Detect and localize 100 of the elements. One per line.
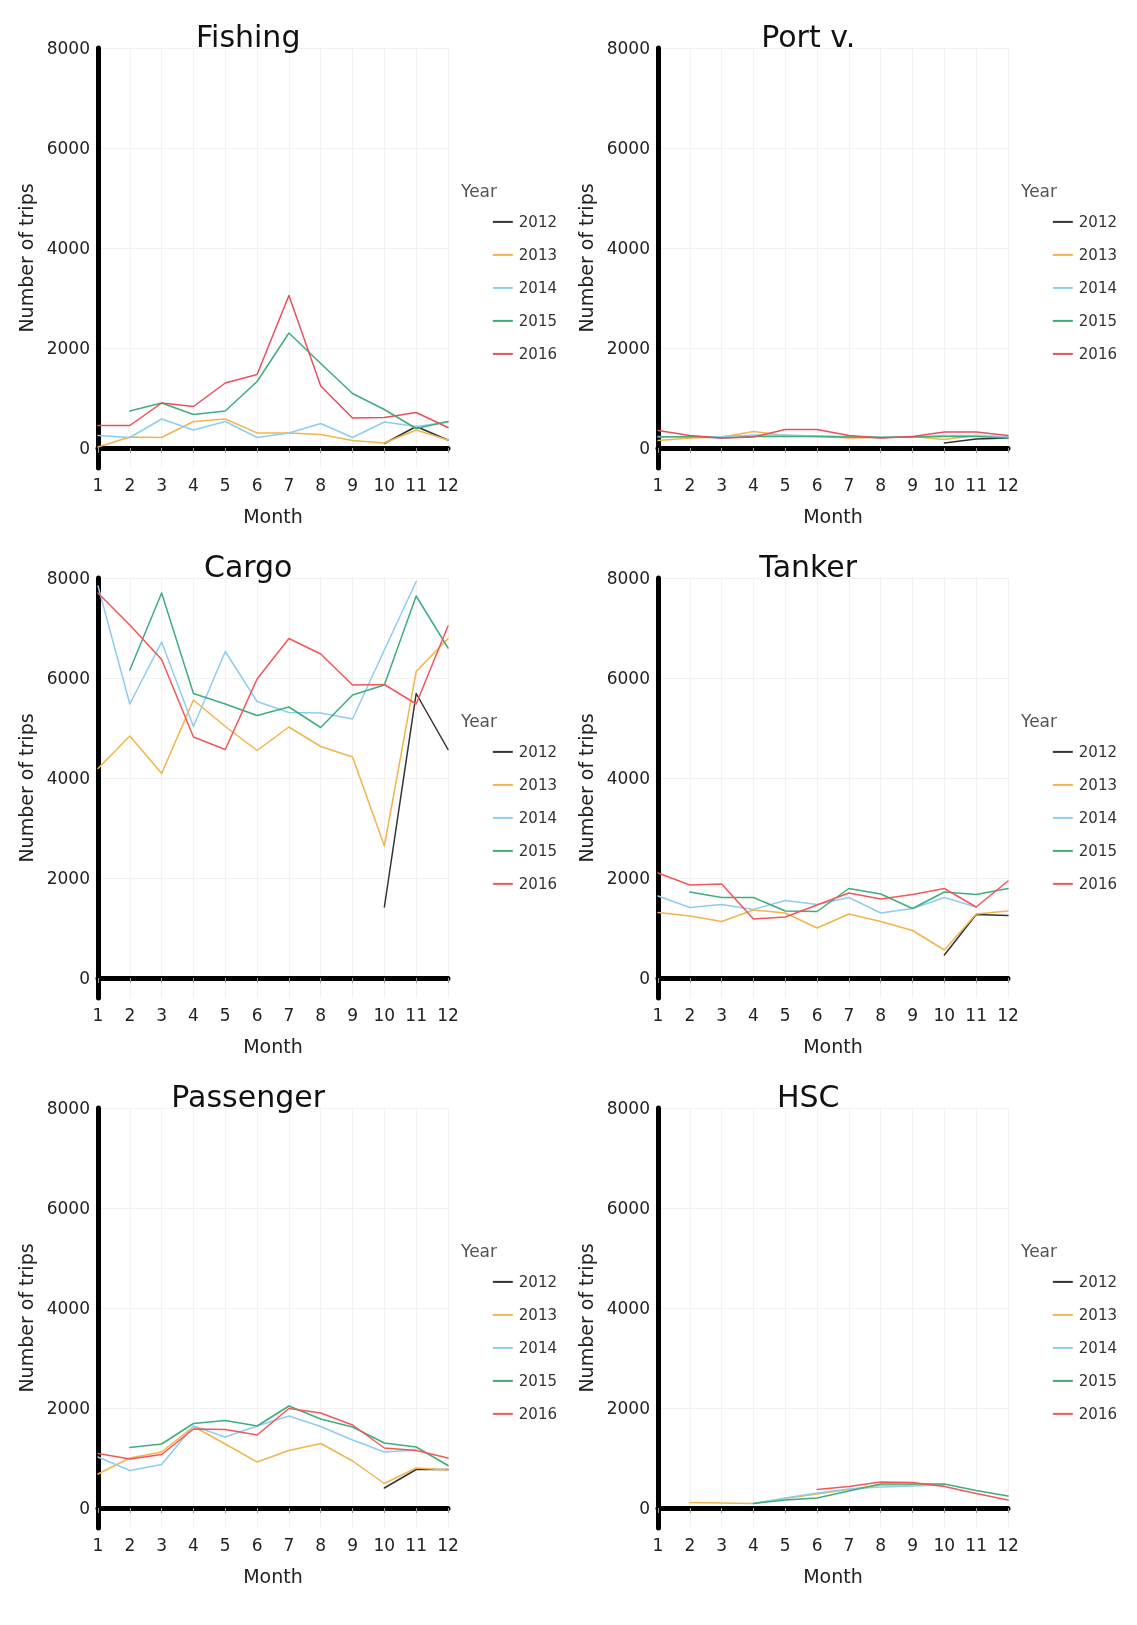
x-tick-label: 8: [315, 474, 327, 495]
x-tick-label: 11: [965, 474, 987, 495]
x-tick-label: 4: [188, 1004, 199, 1025]
x-tick-label: 8: [875, 474, 887, 495]
x-tick-label: 12: [997, 1534, 1019, 1555]
x-tick-label: 2: [684, 1534, 696, 1555]
x-tick-label: 5: [779, 474, 791, 495]
line-series: [129, 332, 449, 430]
x-axis-title: Month: [803, 1564, 863, 1587]
x-tick-label: 9: [907, 1534, 918, 1555]
x-tick-label: 10: [373, 474, 396, 495]
x-tick-label: 8: [875, 1534, 887, 1555]
x-tick-label: 12: [437, 474, 459, 495]
y-tick-label: 6000: [46, 1198, 90, 1218]
x-tick-label: 1: [92, 474, 104, 495]
line-series: [657, 872, 1009, 920]
x-tick-label: 11: [405, 474, 427, 495]
x-tick-label: 6: [811, 474, 823, 495]
y-tick-label: 2000: [46, 868, 90, 888]
y-axis-title: Number of trips: [15, 713, 38, 863]
legend-label: 2016: [518, 344, 558, 363]
legend-label: 2016: [1078, 344, 1118, 363]
legend-label: 2014: [1078, 278, 1118, 297]
y-tick-label: 0: [79, 968, 90, 988]
x-tick-label: 2: [124, 474, 136, 495]
x-tick-label: 12: [437, 1004, 459, 1025]
chart-title: Cargo: [203, 548, 293, 584]
x-tick-label: 12: [997, 474, 1019, 495]
legend-label: 2014: [518, 278, 558, 297]
legend-label: 2013: [518, 775, 558, 794]
x-tick-label: 8: [875, 1004, 887, 1025]
legend-label: 2014: [1078, 1338, 1118, 1357]
x-tick-label: 3: [156, 1004, 168, 1025]
y-tick-label: 4000: [606, 1298, 650, 1318]
y-tick-label: 0: [639, 1498, 650, 1518]
y-axis-title: Number of trips: [575, 1243, 598, 1393]
line-series: [97, 1407, 449, 1460]
y-tick-label: 4000: [46, 1298, 90, 1318]
x-tick-label: 4: [748, 1004, 759, 1025]
x-tick-label: 9: [907, 474, 918, 495]
line-series: [97, 1415, 417, 1472]
x-tick-label: 1: [652, 474, 664, 495]
x-tick-label: 2: [684, 474, 696, 495]
x-tick-label: 3: [716, 474, 728, 495]
x-tick-label: 10: [933, 1004, 956, 1025]
x-tick-label: 3: [156, 1534, 168, 1555]
x-axis-title: Month: [243, 504, 303, 527]
line-series: [129, 592, 449, 729]
y-tick-label: 2000: [606, 868, 650, 888]
x-tick-label: 11: [965, 1534, 987, 1555]
x-tick-label: 8: [315, 1534, 327, 1555]
x-tick-label: 11: [405, 1004, 427, 1025]
y-tick-label: 2000: [606, 338, 650, 358]
y-tick-label: 6000: [46, 668, 90, 688]
y-tick-label: 4000: [606, 238, 650, 258]
y-tick-label: 8000: [46, 568, 90, 588]
y-tick-label: 8000: [606, 38, 650, 58]
line-series: [129, 1405, 449, 1467]
x-tick-label: 9: [347, 474, 358, 495]
legend-label: 2012: [518, 742, 558, 761]
line-series: [689, 887, 1009, 913]
y-tick-label: 0: [639, 438, 650, 458]
x-tick-label: 7: [843, 1534, 855, 1555]
legend-label: 2015: [1078, 311, 1118, 330]
y-tick-label: 8000: [46, 1098, 90, 1118]
legend-title: Year: [1020, 711, 1058, 732]
line-series: [657, 895, 977, 914]
legend-label: 2012: [1078, 1272, 1118, 1291]
x-tick-label: 5: [779, 1534, 791, 1555]
legend-title: Year: [1020, 181, 1058, 202]
legend-label: 2013: [518, 245, 558, 264]
y-tick-label: 6000: [606, 138, 650, 158]
legend-label: 2015: [518, 311, 558, 330]
x-tick-label: 12: [437, 1534, 459, 1555]
x-tick-label: 7: [283, 1004, 295, 1025]
y-tick-label: 4000: [46, 238, 90, 258]
y-tick-label: 2000: [46, 1398, 90, 1418]
y-tick-label: 2000: [46, 338, 90, 358]
legend-label: 2016: [518, 1404, 558, 1423]
legend-label: 2013: [1078, 775, 1118, 794]
legend-label: 2016: [1078, 1404, 1118, 1423]
x-tick-label: 11: [965, 1004, 987, 1025]
x-tick-label: 2: [684, 1004, 696, 1025]
x-tick-label: 8: [315, 1004, 327, 1025]
x-tick-label: 7: [843, 1004, 855, 1025]
chart-title: Passenger: [171, 1078, 326, 1114]
y-tick-label: 6000: [606, 1198, 650, 1218]
y-axis-title: Number of trips: [15, 183, 38, 333]
y-tick-label: 2000: [606, 1398, 650, 1418]
chart-title: Port v.: [761, 18, 856, 54]
legend-label: 2015: [518, 841, 558, 860]
x-tick-label: 6: [251, 1004, 263, 1025]
line-series: [97, 418, 449, 439]
x-tick-label: 1: [652, 1534, 664, 1555]
legend-label: 2012: [1078, 212, 1118, 231]
legend-label: 2014: [518, 1338, 558, 1357]
line-series: [97, 637, 449, 847]
x-tick-label: 7: [283, 1534, 295, 1555]
x-tick-label: 4: [188, 474, 199, 495]
y-tick-label: 0: [79, 438, 90, 458]
